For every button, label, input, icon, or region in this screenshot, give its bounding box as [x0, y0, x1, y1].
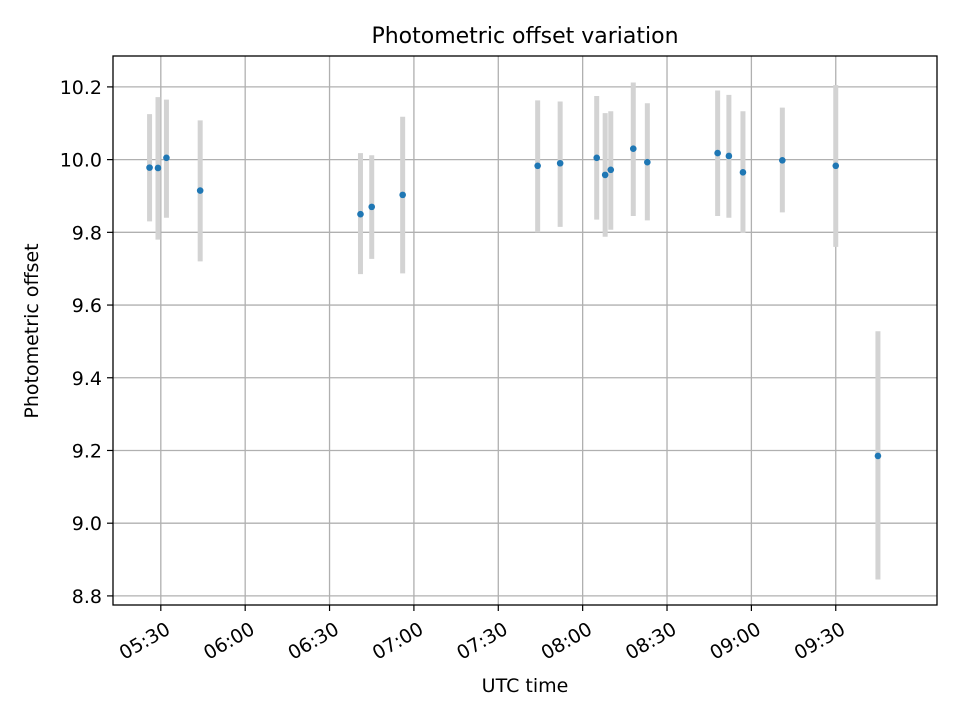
- y-tick-label: 9.2: [72, 440, 102, 462]
- y-tick-label: 9.0: [72, 513, 102, 535]
- y-tick-label: 10.2: [60, 77, 102, 99]
- data-point: [163, 154, 170, 162]
- data-point: [593, 154, 601, 162]
- data-point: [725, 152, 733, 160]
- data-point: [399, 191, 406, 199]
- data-point: [874, 452, 882, 460]
- data-point: [196, 187, 204, 194]
- data-point: [832, 162, 840, 170]
- y-tick-label: 9.4: [72, 368, 102, 390]
- data-point: [644, 158, 651, 166]
- y-tick-label: 9.8: [72, 222, 102, 244]
- data-points: [146, 145, 882, 460]
- data-point: [714, 149, 721, 157]
- x-axis-label: UTC time: [482, 675, 569, 697]
- y-tick-label: 8.8: [72, 586, 102, 608]
- data-point: [601, 171, 609, 179]
- data-point: [146, 164, 153, 171]
- data-point: [607, 166, 615, 174]
- chart-title: Photometric offset variation: [371, 24, 678, 49]
- data-point: [534, 162, 541, 170]
- data-point: [739, 169, 747, 176]
- data-point: [779, 157, 786, 164]
- data-point: [556, 159, 564, 167]
- data-point: [629, 145, 637, 153]
- y-tick-label: 10.0: [60, 150, 102, 172]
- grid-lines: [113, 56, 937, 605]
- plot-frame: [112, 55, 938, 606]
- y-axis-label: Photometric offset: [21, 243, 43, 418]
- data-point: [368, 203, 376, 211]
- data-point: [154, 164, 162, 172]
- data-point: [357, 210, 364, 218]
- y-tick-label: 9.6: [72, 295, 102, 317]
